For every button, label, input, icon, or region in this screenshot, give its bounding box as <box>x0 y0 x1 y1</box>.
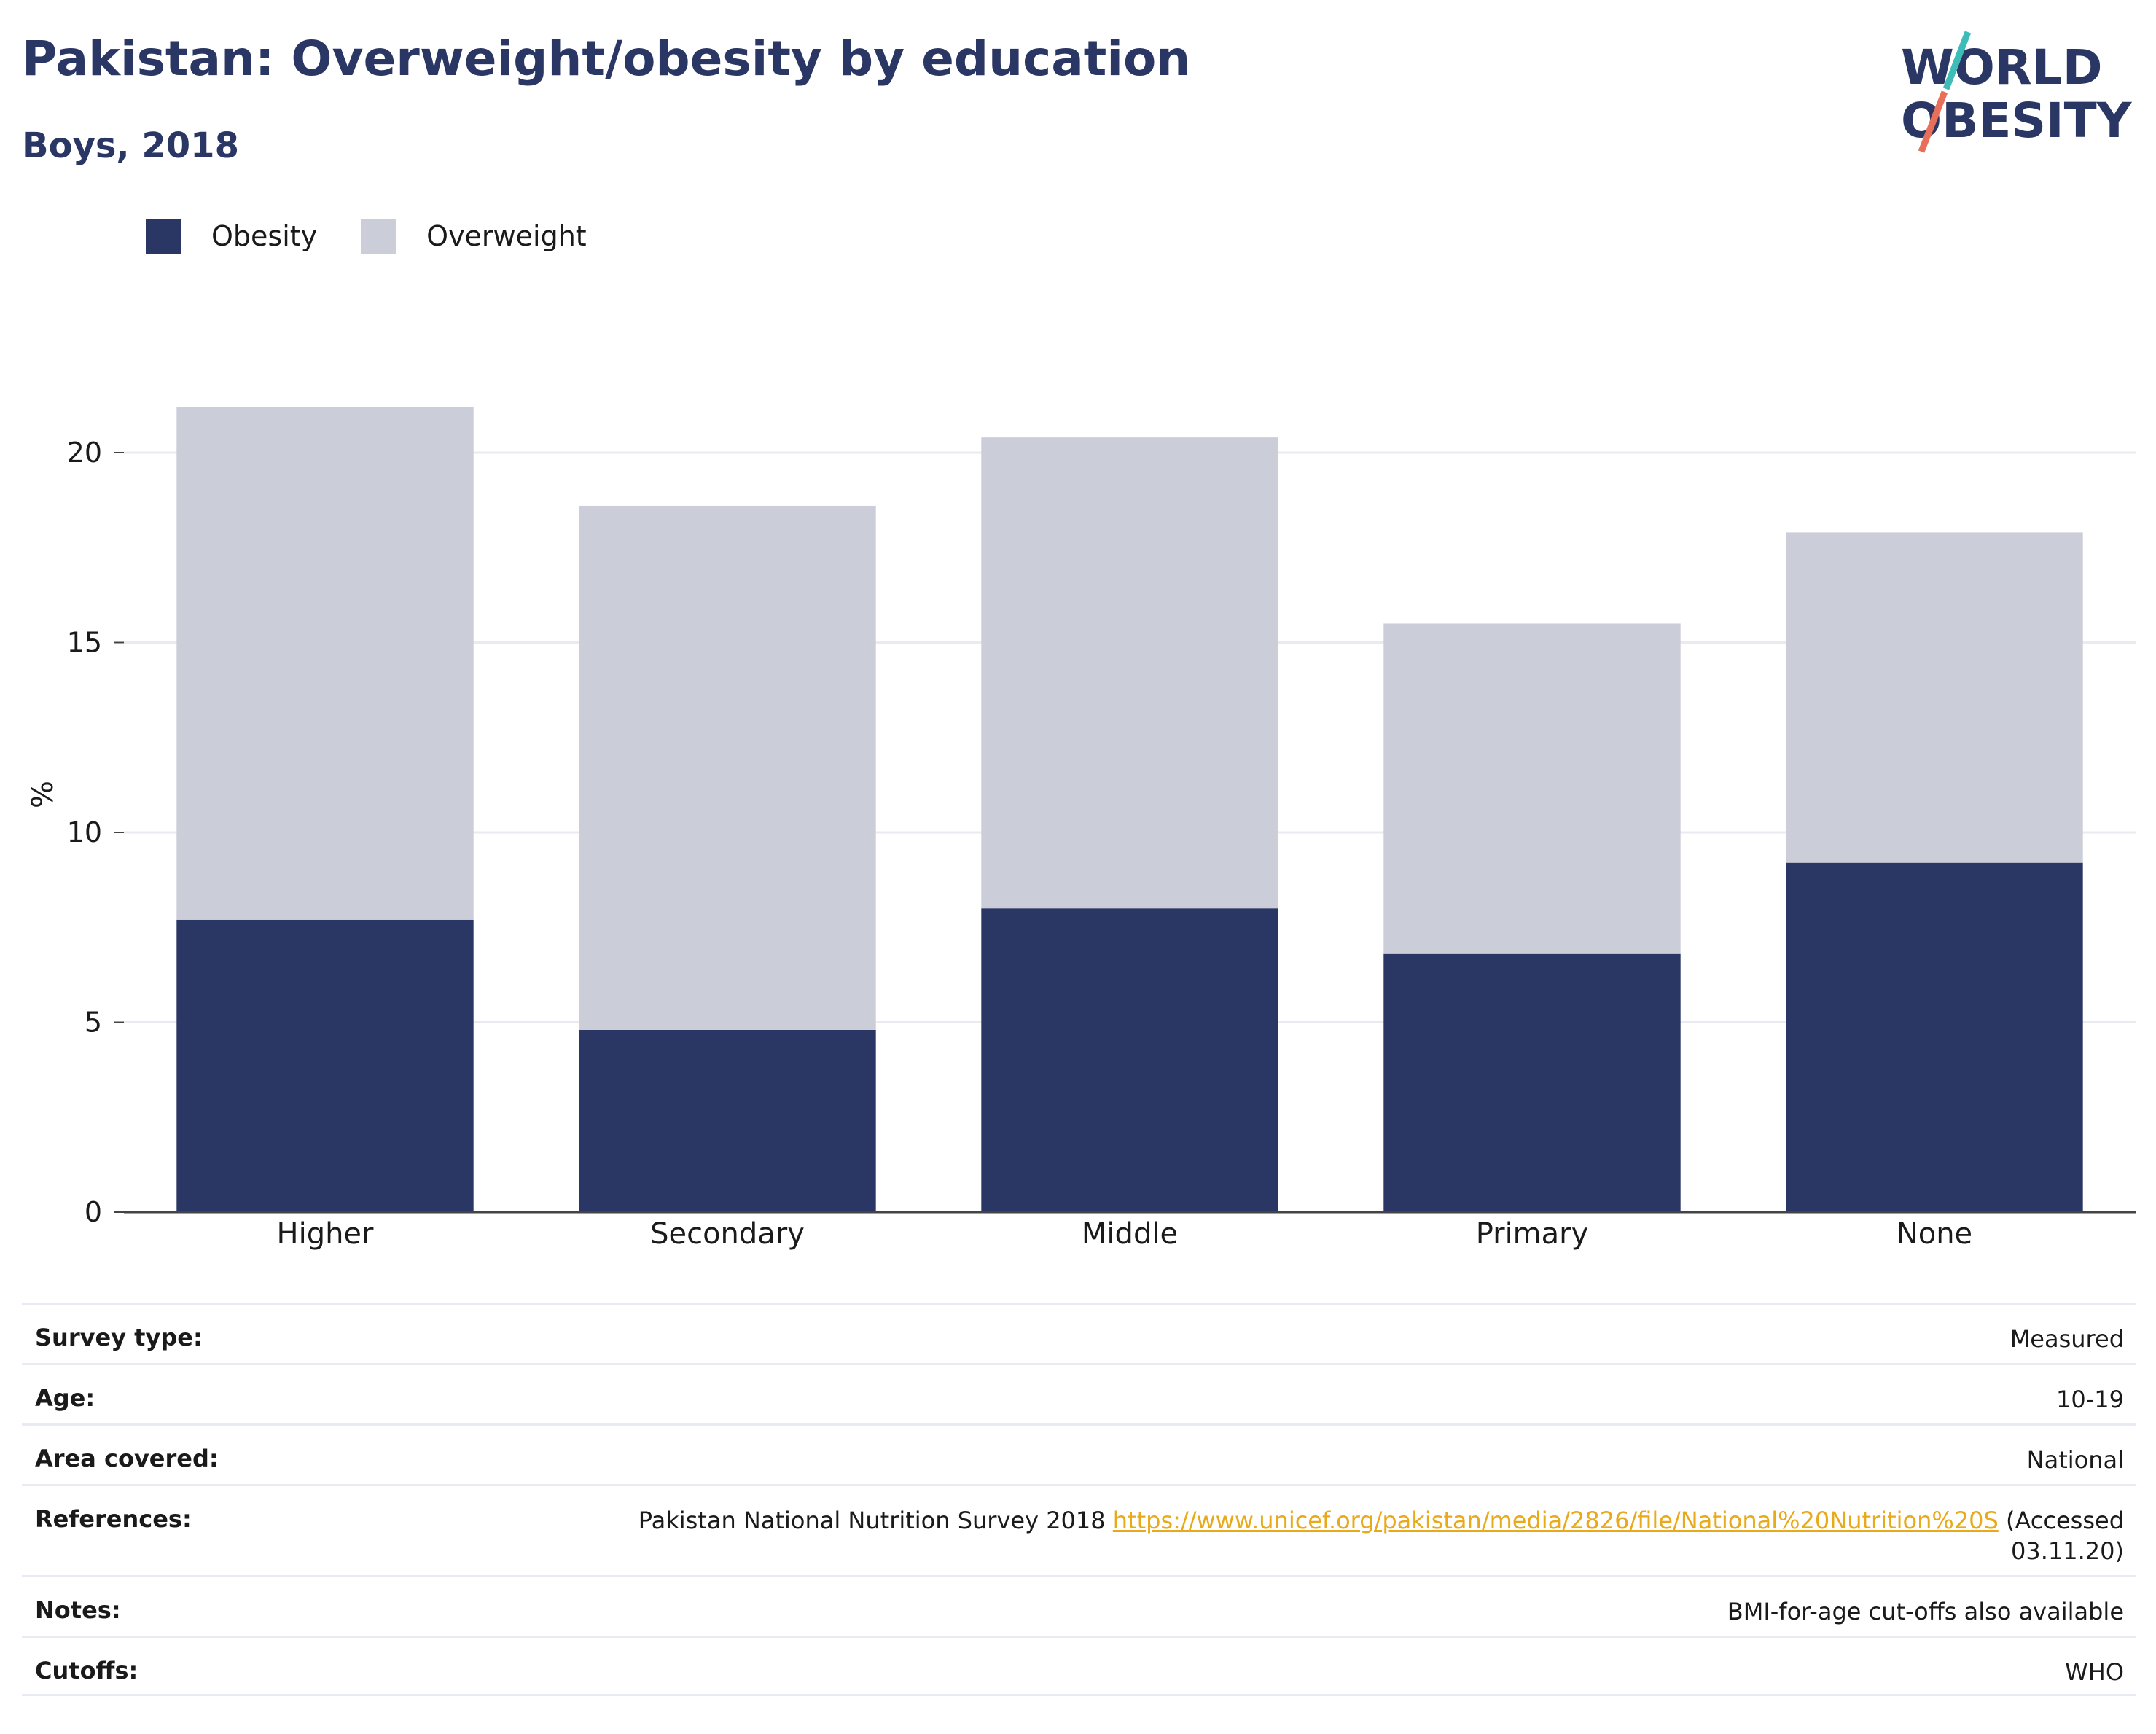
meta-row-survey-type: Survey type: Measured <box>22 1303 2136 1363</box>
y-tick-label-10: 10 <box>67 816 102 848</box>
bar-obesity-none[interactable] <box>1786 862 2083 1212</box>
legend-label-obesity: Obesity <box>211 220 318 252</box>
x-tick-label-middle: Middle <box>1082 1217 1178 1251</box>
bar-obesity-primary[interactable] <box>1383 953 1681 1212</box>
y-tick-label-20: 20 <box>67 437 102 469</box>
logo-slash-coral <box>1918 90 1948 153</box>
chart-subtitle: Boys, 2018 <box>22 125 239 166</box>
meta-key-area: Area covered: <box>35 1445 219 1472</box>
bars <box>176 407 2083 1212</box>
meta-value-age: 10-19 <box>2056 1386 2124 1413</box>
meta-row-age: Age: 10-19 <box>22 1363 2136 1423</box>
x-tick-label-none: None <box>1897 1217 1972 1251</box>
meta-row-area: Area covered: National <box>22 1423 2136 1484</box>
bar-overweight-higher[interactable] <box>176 407 474 920</box>
logo-slash-teal <box>1942 31 1972 90</box>
meta-row-cutoffs: Cutoffs: WHO <box>22 1636 2136 1696</box>
chart-legend: Obesity Overweight <box>146 217 630 255</box>
meta-key-age: Age: <box>35 1384 95 1412</box>
bar-overweight-middle[interactable] <box>981 437 1278 909</box>
meta-key-references: References: <box>35 1505 192 1533</box>
legend-swatch-overweight <box>361 219 397 254</box>
bar-overweight-none[interactable] <box>1786 532 2083 863</box>
meta-value-survey-type: Measured <box>2009 1325 2124 1353</box>
meta-row-references: References: Pakistan National Nutrition … <box>22 1484 2136 1575</box>
bar-obesity-secondary[interactable] <box>579 1029 876 1212</box>
bar-obesity-middle[interactable] <box>981 908 1278 1212</box>
metadata-table: Survey type: Measured Age: 10-19 Area co… <box>22 1303 2136 1696</box>
chart-title: Pakistan: Overweight/obesity by educatio… <box>22 31 1191 87</box>
legend-label-overweight: Overweight <box>426 220 587 252</box>
meta-key-cutoffs: Cutoffs: <box>35 1657 138 1684</box>
meta-value-cutoffs: WHO <box>2065 1658 2124 1686</box>
meta-value-area: National <box>2026 1446 2124 1474</box>
meta-value-references: Pakistan National Nutrition Survey 2018 … <box>593 1505 2124 1566</box>
legend-item-overweight[interactable]: Overweight <box>361 219 587 254</box>
y-tick-label-5: 5 <box>85 1007 102 1039</box>
x-tick-label-higher: Higher <box>277 1217 375 1251</box>
bar-overweight-primary[interactable] <box>1383 623 1681 954</box>
y-tick-label-0: 0 <box>85 1196 102 1228</box>
axes: 0 5 10 15 20 Higher Secondary Middle Primary None <box>67 437 2136 1251</box>
x-tick-label-primary: Primary <box>1476 1217 1589 1251</box>
legend-item-obesity[interactable]: Obesity <box>146 219 317 254</box>
bar-overweight-secondary[interactable] <box>579 505 876 1030</box>
y-tick-label-15: 15 <box>67 627 102 659</box>
meta-key-survey-type: Survey type: <box>35 1324 203 1351</box>
meta-key-notes: Notes: <box>35 1596 121 1624</box>
bar-obesity-higher[interactable] <box>176 919 474 1212</box>
reference-link[interactable]: https://www.unicef.org/pakistan/media/28… <box>1112 1507 1999 1534</box>
x-tick-label-secondary: Secondary <box>650 1217 805 1251</box>
reference-accessed: (Accessed 03.11.20) <box>2005 1507 2124 1565</box>
reference-title: Pakistan National Nutrition Survey 2018 <box>638 1507 1106 1534</box>
legend-swatch-obesity <box>146 219 181 254</box>
y-axis-title: % <box>26 781 60 808</box>
meta-value-notes: BMI-for-age cut-offs also available <box>1727 1598 2124 1625</box>
logo-line1: WORLD <box>1901 39 2103 95</box>
bar-chart: 0 5 10 15 20 Higher Secondary Middle Primary None… <box>26 407 2136 1251</box>
world-obesity-logo: WORLD OBESITY <box>1901 31 2133 153</box>
meta-row-notes: Notes: BMI-for-age cut-offs also availab… <box>22 1575 2136 1636</box>
